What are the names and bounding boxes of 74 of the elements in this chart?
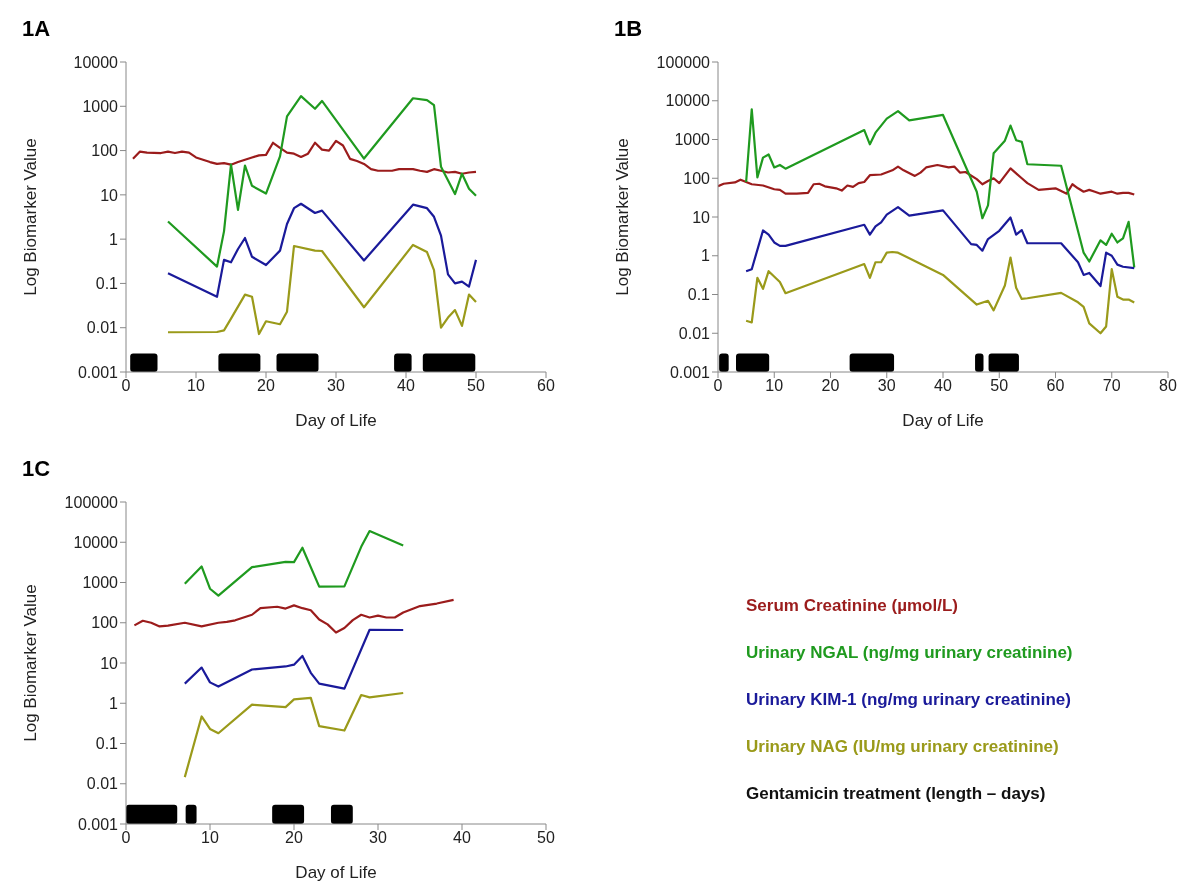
chart-title: 1A [22, 16, 51, 42]
chart-title: 1C [22, 456, 51, 482]
y-tick-label: 0.1 [687, 286, 711, 304]
y-tick-label: 10000 [73, 53, 119, 71]
line-series [183, 529, 405, 597]
text: Urinary KIM-1 (ng/mg urinary creatinine) [746, 690, 1072, 710]
y-tick-label: 1000 [82, 574, 119, 592]
y-tick-label: 0.1 [95, 275, 119, 293]
text: Gentamicin treatment (length – days) [746, 784, 1047, 804]
x-tick-label: 20 [821, 377, 840, 395]
y-tick-label: 100 [91, 142, 119, 160]
y-tick-label: 1000 [674, 131, 711, 149]
x-axis-title: Day of Life [295, 411, 377, 430]
line-series [133, 598, 455, 634]
x-tick-label: 60 [1046, 377, 1065, 395]
line-series [166, 94, 478, 268]
x-tick-label: 60 [537, 377, 555, 395]
y-tick-label: 10000 [665, 92, 711, 110]
x-tick-label: 10 [201, 829, 219, 847]
y-tick-label: 0.001 [669, 363, 711, 381]
line-series [166, 202, 478, 298]
y-axis-title: Log Biomarker Value [21, 138, 41, 296]
x-tick-label: 70 [1102, 377, 1121, 395]
y-tick-label: 0.1 [95, 735, 119, 753]
y-tick-label: 10 [100, 186, 119, 204]
line-series [183, 628, 405, 690]
text: Serum Creatinine (µmol/L) [746, 596, 959, 616]
y-axis-title: Log Biomarker Value [21, 584, 41, 742]
text: Urinary NGAL (ng/mg urinary creatinine) [746, 643, 1074, 663]
y-tick-label: 1 [109, 694, 119, 712]
y-tick-label: 1 [109, 230, 119, 248]
line-series [718, 163, 1136, 196]
line-series [745, 206, 1136, 288]
x-tick-label: 10 [765, 377, 784, 395]
y-tick-label: 100 [91, 614, 119, 632]
y-tick-label: 100 [683, 169, 711, 187]
x-tick-label: 40 [934, 377, 952, 395]
x-tick-label: 30 [369, 829, 387, 847]
x-tick-label: 10 [187, 377, 205, 395]
x-tick-label: 30 [877, 377, 896, 395]
y-tick-label: 0.01 [86, 775, 119, 793]
line-series [166, 243, 478, 336]
y-tick-label: 10 [100, 654, 119, 672]
y-tick-label: 100000 [656, 53, 711, 71]
y-tick-label: 10 [692, 208, 711, 226]
line-series [745, 250, 1136, 335]
x-axis-title: Day of Life [295, 863, 377, 882]
y-tick-label: 0.01 [86, 319, 119, 337]
y-tick-label: 0.001 [77, 815, 119, 833]
x-tick-label: 20 [257, 377, 275, 395]
x-tick-label: 80 [1159, 377, 1177, 395]
line-series [183, 691, 405, 779]
y-tick-label: 0.001 [77, 363, 119, 381]
line-series [745, 108, 1136, 269]
y-tick-label: 1000 [82, 97, 119, 115]
y-tick-label: 1 [701, 247, 711, 265]
y-tick-label: 0.01 [678, 324, 711, 342]
x-tick-label: 20 [285, 829, 303, 847]
y-tick-label: 100000 [64, 493, 119, 511]
x-tick-label: 0 [121, 829, 131, 847]
y-axis-title: Log Biomarker Value [613, 138, 633, 296]
text: Urinary NAG (IU/mg urinary creatinine) [746, 737, 1060, 757]
line-series [131, 139, 478, 175]
x-tick-label: 30 [327, 377, 345, 395]
x-axis-title: Day of Life [902, 411, 984, 430]
x-tick-label: 40 [453, 829, 471, 847]
y-tick-label: 10000 [73, 533, 119, 551]
chart-title: 1B [614, 16, 643, 42]
x-tick-label: 0 [713, 377, 723, 395]
x-tick-label: 0 [121, 377, 131, 395]
x-tick-label: 50 [537, 829, 555, 847]
x-tick-label: 40 [397, 377, 415, 395]
x-tick-label: 50 [990, 377, 1009, 395]
x-tick-label: 50 [467, 377, 485, 395]
